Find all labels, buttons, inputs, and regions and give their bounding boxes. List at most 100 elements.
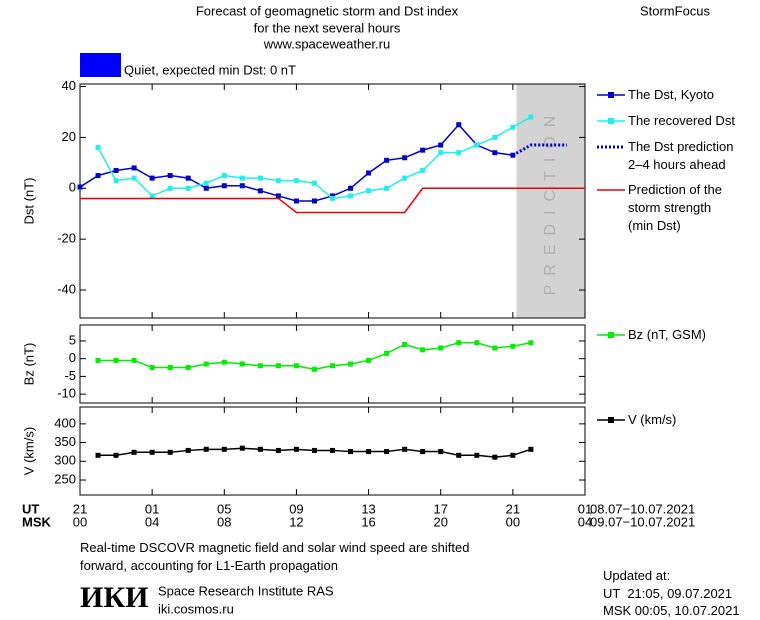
marker — [420, 147, 426, 153]
marker — [438, 345, 444, 351]
marker — [311, 198, 317, 204]
x-tick-label: 04 — [578, 514, 592, 529]
marker — [149, 449, 155, 455]
marker — [492, 134, 498, 140]
marker — [203, 446, 209, 452]
legend-label: The Dst, Kyoto — [628, 87, 714, 102]
x-tick-label: 05 — [217, 501, 231, 516]
marker — [239, 361, 245, 367]
subtitle: for the next several hours — [254, 20, 401, 35]
marker — [348, 361, 354, 367]
marker — [510, 343, 516, 349]
marker — [185, 175, 191, 181]
marker — [185, 365, 191, 371]
marker — [275, 178, 281, 184]
marker — [185, 447, 191, 453]
marker — [95, 173, 101, 179]
series-line — [97, 116, 532, 200]
marker — [221, 359, 227, 365]
marker — [528, 114, 534, 120]
marker — [402, 175, 408, 181]
marker — [257, 446, 263, 452]
marker — [384, 157, 390, 163]
marker — [131, 357, 137, 363]
marker — [402, 446, 408, 452]
y-axis-label: Dst (nT) — [21, 178, 36, 225]
marker — [203, 361, 209, 367]
updated-ut: UT 21:05, 09.07.2021 — [603, 586, 733, 601]
marker — [131, 175, 137, 181]
status-text: Quiet, expected min Dst: 0 nT — [124, 62, 296, 77]
marker — [185, 185, 191, 191]
marker — [510, 124, 516, 130]
marker — [330, 195, 335, 201]
marker — [474, 340, 480, 346]
marker — [293, 198, 299, 204]
marker — [113, 167, 119, 173]
marker — [492, 454, 498, 460]
legend-label: The recovered Dst — [628, 113, 735, 128]
legend-label: Bz (nT, GSM) — [628, 327, 707, 342]
series-line — [98, 341, 532, 371]
prediction-label: PREDICTION — [542, 107, 559, 296]
marker — [330, 447, 335, 453]
marker — [492, 150, 498, 156]
y-axis-label: Bz (nT) — [21, 343, 36, 386]
x-tick-label: 17 — [433, 501, 447, 516]
series-line — [80, 187, 585, 214]
marker — [167, 449, 173, 455]
x-tick-label: 08 — [217, 514, 231, 529]
marker — [239, 445, 245, 451]
marker — [456, 452, 462, 458]
marker — [275, 363, 281, 369]
marker — [330, 363, 335, 369]
marker — [438, 150, 444, 156]
x-tick-label: 13 — [361, 501, 375, 516]
plot-frame — [79, 406, 586, 496]
url: www.spaceweather.ru — [263, 36, 390, 51]
marker — [456, 122, 462, 128]
x-row-label: MSK — [22, 514, 52, 529]
marker — [113, 178, 119, 184]
y-tick-label: 400 — [54, 415, 76, 430]
x-row-dates: 08.07−10.07.2021 — [590, 501, 695, 516]
legend-label: Prediction of the storm strength (min Ds… — [628, 182, 722, 233]
footer-note: Real-time DSCOVR magnetic field and sola… — [80, 540, 470, 573]
marker — [221, 446, 227, 452]
marker — [438, 449, 444, 455]
marker — [203, 185, 209, 191]
marker — [492, 345, 498, 351]
updated-label: Updated at: — [603, 568, 671, 583]
marker — [528, 446, 534, 452]
marker — [420, 449, 426, 455]
x-tick-label: 00 — [73, 514, 87, 529]
marker — [474, 142, 480, 148]
brand: StormFocus — [640, 3, 711, 18]
marker — [311, 366, 317, 372]
marker — [384, 449, 390, 455]
marker — [257, 363, 263, 369]
marker — [311, 447, 317, 453]
marker — [275, 193, 281, 199]
plot-frame — [79, 83, 586, 319]
x-tick-label: 21 — [506, 501, 520, 516]
marker — [239, 183, 245, 189]
y-tick-label: 350 — [54, 434, 76, 449]
marker — [348, 449, 354, 455]
legend-swatch — [608, 332, 614, 338]
y-tick-label: 5 — [69, 332, 76, 347]
marker — [330, 193, 335, 199]
x-tick-label: 00 — [506, 514, 520, 529]
marker — [366, 188, 372, 194]
y-tick-label: 20 — [62, 129, 76, 144]
y-axis-label: V (km/s) — [21, 427, 36, 475]
marker — [420, 347, 426, 353]
institute: Space Research Institute RAS — [158, 583, 334, 598]
marker — [510, 452, 516, 458]
x-tick-label: 09 — [289, 501, 303, 516]
x-tick-label: 21 — [73, 501, 87, 516]
marker — [167, 365, 173, 371]
marker — [131, 449, 137, 455]
marker — [149, 193, 155, 199]
